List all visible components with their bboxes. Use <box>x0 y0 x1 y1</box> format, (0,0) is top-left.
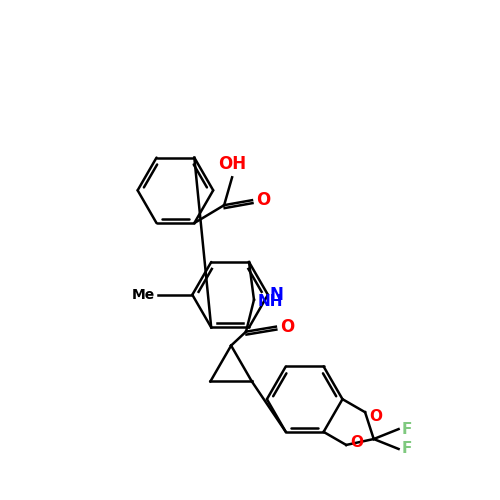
Text: O: O <box>350 436 363 450</box>
Text: N: N <box>270 286 284 304</box>
Text: NH: NH <box>258 294 283 310</box>
Text: O: O <box>369 408 382 424</box>
Text: F: F <box>402 442 412 456</box>
Text: O: O <box>280 318 294 336</box>
Text: Me: Me <box>132 288 154 302</box>
Text: O: O <box>256 191 270 209</box>
Text: OH: OH <box>218 156 246 174</box>
Text: F: F <box>402 422 412 436</box>
